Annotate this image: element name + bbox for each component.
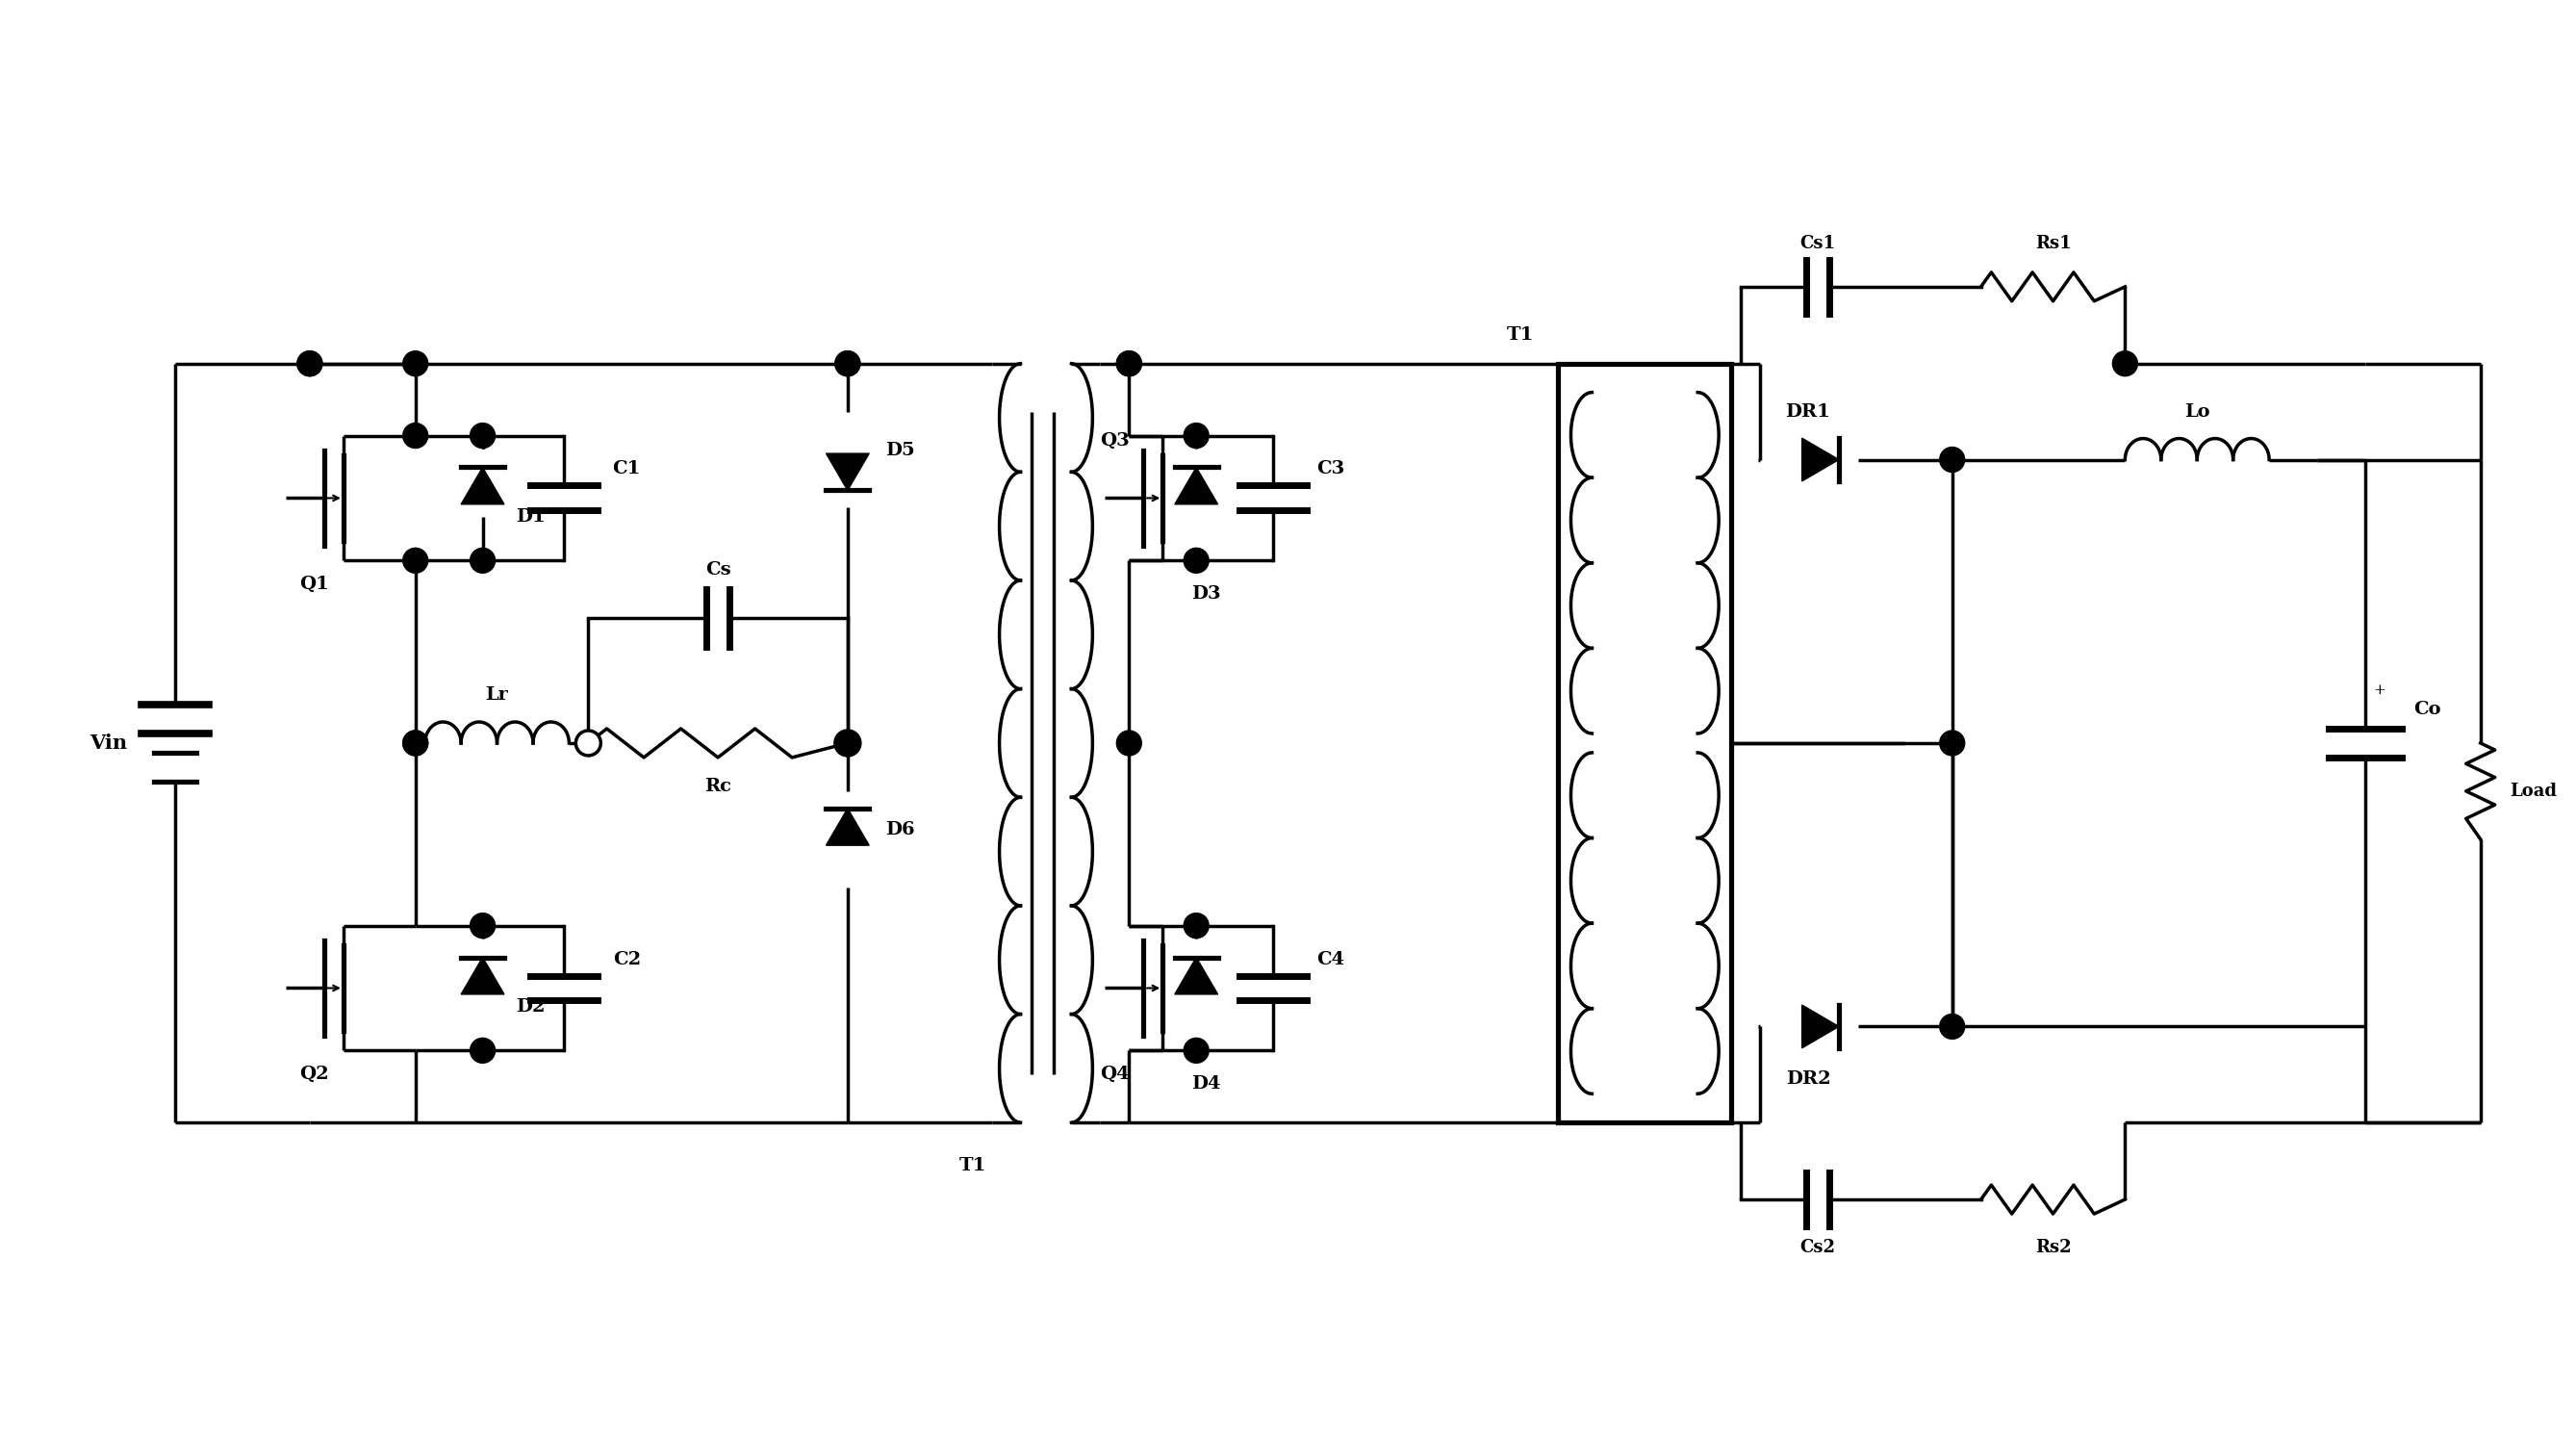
Bar — [1558, 363, 1731, 1123]
Polygon shape — [827, 808, 868, 846]
Circle shape — [1185, 1038, 1208, 1063]
Polygon shape — [1803, 438, 1839, 481]
Text: Rs2: Rs2 — [2035, 1239, 2071, 1257]
Text: Cs2: Cs2 — [1801, 1239, 1837, 1257]
Text: D2: D2 — [515, 999, 546, 1016]
Text: Rc: Rc — [703, 778, 732, 795]
Polygon shape — [1803, 1004, 1839, 1048]
Text: T1: T1 — [1507, 326, 1533, 343]
Circle shape — [835, 731, 860, 755]
Circle shape — [835, 731, 860, 755]
Circle shape — [1185, 914, 1208, 938]
Text: Vin: Vin — [90, 733, 126, 752]
Circle shape — [577, 731, 600, 755]
Text: D4: D4 — [1190, 1075, 1221, 1092]
Text: Load: Load — [2509, 782, 2558, 800]
Polygon shape — [461, 957, 505, 994]
Circle shape — [1185, 424, 1208, 448]
Text: C1: C1 — [613, 461, 641, 478]
Polygon shape — [1175, 467, 1218, 504]
Circle shape — [1940, 447, 1965, 473]
Circle shape — [402, 352, 428, 376]
Circle shape — [471, 914, 495, 938]
Polygon shape — [461, 467, 505, 504]
Circle shape — [402, 731, 428, 755]
Circle shape — [835, 352, 860, 376]
Circle shape — [835, 352, 860, 376]
Circle shape — [1115, 352, 1141, 376]
Circle shape — [1940, 1014, 1965, 1039]
Text: Co: Co — [2414, 700, 2442, 718]
Circle shape — [402, 731, 428, 755]
Text: D3: D3 — [1190, 585, 1221, 602]
Circle shape — [296, 352, 322, 376]
Text: Q2: Q2 — [299, 1066, 330, 1084]
Text: Q4: Q4 — [1100, 1066, 1128, 1084]
Text: Q1: Q1 — [299, 576, 330, 594]
Circle shape — [402, 548, 428, 574]
Text: Rs1: Rs1 — [2035, 235, 2071, 252]
Circle shape — [2112, 352, 2138, 376]
Circle shape — [1115, 731, 1141, 755]
Circle shape — [402, 424, 428, 448]
Text: D5: D5 — [886, 441, 914, 458]
Text: C3: C3 — [1316, 461, 1345, 478]
Text: Lo: Lo — [2184, 403, 2210, 421]
Circle shape — [1115, 352, 1141, 376]
Text: D1: D1 — [515, 509, 546, 526]
Text: D6: D6 — [886, 821, 914, 839]
Text: +: + — [2372, 683, 2385, 697]
Polygon shape — [1175, 957, 1218, 994]
Text: Q3: Q3 — [1100, 432, 1128, 450]
Circle shape — [1940, 731, 1965, 755]
Circle shape — [471, 424, 495, 448]
Text: Cs: Cs — [706, 562, 732, 579]
Text: C2: C2 — [613, 951, 641, 968]
Text: DR2: DR2 — [1785, 1071, 1832, 1088]
Text: T1: T1 — [958, 1157, 987, 1174]
Circle shape — [1185, 548, 1208, 574]
Text: DR1: DR1 — [1785, 403, 1832, 421]
Text: Lr: Lr — [484, 686, 507, 703]
Circle shape — [471, 1038, 495, 1063]
Circle shape — [296, 352, 322, 376]
Text: C4: C4 — [1316, 951, 1345, 968]
Circle shape — [471, 548, 495, 574]
Text: Cs1: Cs1 — [1801, 235, 1837, 252]
Polygon shape — [827, 454, 868, 490]
